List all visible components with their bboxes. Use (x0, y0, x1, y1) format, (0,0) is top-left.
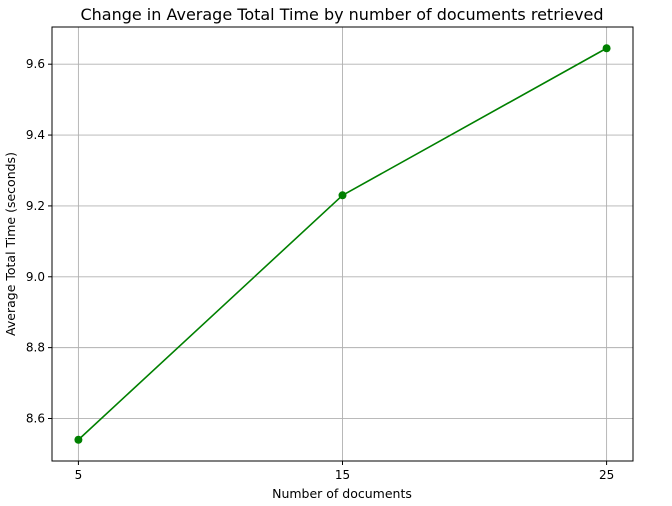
y-tick-label: 9.2 (26, 199, 45, 213)
y-tick-label: 9.0 (26, 270, 45, 284)
y-axis-label: Average Total Time (seconds) (3, 152, 18, 336)
data-point (602, 44, 611, 53)
x-tick-label: 25 (599, 468, 614, 482)
y-tick-label: 9.4 (26, 128, 45, 142)
y-tick-label: 8.8 (26, 341, 45, 355)
x-tick-label: 15 (335, 468, 350, 482)
grid-lines (52, 27, 633, 461)
data-point (338, 191, 347, 200)
x-axis-label: Number of documents (272, 486, 412, 501)
axis-ticks: 5 15 25 8.6 8.8 9.0 9.2 9.4 9.6 (26, 57, 614, 482)
data-point (74, 435, 83, 444)
series-layer (74, 44, 611, 444)
chart-title: Change in Average Total Time by number o… (80, 5, 603, 24)
y-tick-label: 8.6 (26, 411, 45, 425)
x-tick-label: 5 (75, 468, 83, 482)
y-tick-label: 9.6 (26, 57, 45, 71)
